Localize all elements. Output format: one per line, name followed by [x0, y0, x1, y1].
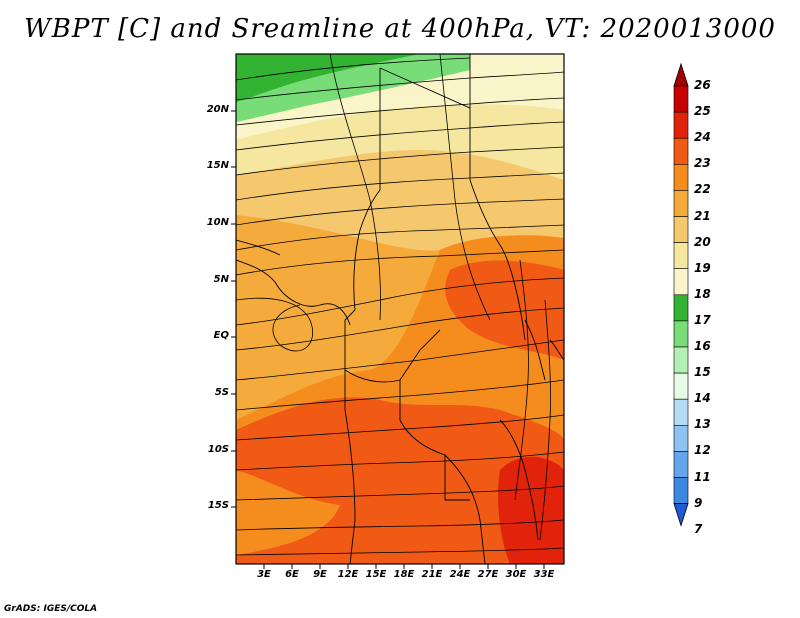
country-borders — [236, 54, 564, 564]
colorbar-label: 15 — [694, 365, 711, 380]
colorbar-top-arrow — [673, 62, 689, 87]
colorbar-label: 13 — [694, 417, 711, 432]
colorbar-swatch — [673, 398, 689, 426]
colorbar-label: 24 — [694, 130, 711, 145]
colorbar-label: 25 — [694, 104, 711, 119]
colorbar — [673, 62, 689, 527]
colorbar-label: 9 — [694, 495, 703, 510]
colorbar-swatch — [673, 164, 689, 191]
colorbar-label: 14 — [694, 391, 711, 406]
colorbar-swatch — [673, 477, 689, 504]
colorbar-swatch — [673, 242, 689, 270]
lat-label: 10S — [207, 444, 229, 455]
colorbar-label: 22 — [694, 182, 711, 197]
lat-label: 10N — [206, 217, 229, 228]
colorbar-swatch — [673, 320, 689, 348]
colorbar-swatch — [673, 190, 689, 217]
colorbar-swatch — [673, 346, 689, 374]
colorbar-label: 21 — [694, 208, 711, 223]
lon-label: 12E — [337, 569, 359, 580]
lat-label: 5S — [214, 387, 229, 398]
lon-ticks — [263, 564, 545, 569]
colorbar-swatch — [673, 268, 689, 296]
lon-label: 27E — [477, 569, 499, 580]
streamlines — [236, 54, 564, 556]
colorbar-swatch — [673, 294, 689, 322]
lon-label: 33E — [533, 569, 555, 580]
colorbar-label: 26 — [694, 78, 711, 92]
lon-label: 15E — [365, 569, 387, 580]
colorbar-bottom-arrow — [673, 503, 689, 527]
map-frame — [235, 53, 565, 565]
colorbar-label: 7 — [694, 521, 703, 536]
lat-label: 15S — [207, 500, 229, 511]
lat-label: 20N — [206, 104, 229, 115]
field-band-16 — [236, 54, 420, 102]
colorbar-swatch — [673, 372, 689, 400]
colorbar-label: 20 — [694, 234, 711, 249]
lat-label: 5N — [213, 274, 229, 285]
lon-label: 30E — [505, 569, 527, 580]
lon-label: 9E — [313, 569, 327, 580]
colorbar-label: 19 — [694, 260, 711, 275]
colorbar-swatch — [673, 111, 689, 139]
lat-label: 15N — [206, 160, 229, 171]
field-band-21-south — [236, 470, 340, 555]
lon-label: 21E — [421, 569, 443, 580]
colorbar-label: 16 — [694, 339, 711, 353]
lon-label: 6E — [285, 569, 299, 580]
field-band-24 — [498, 456, 564, 564]
colorbar-label: 17 — [694, 312, 711, 327]
chart-title: WBPT [C] and Sreamline at 400hPa, VT: 20… — [24, 14, 776, 44]
colorbar-swatch — [673, 216, 689, 243]
lat-label: EQ — [213, 330, 229, 341]
colorbar-label: 18 — [694, 286, 711, 301]
lon-label: 24E — [449, 569, 471, 580]
colorbar-label: 12 — [694, 443, 711, 458]
colorbar-swatch — [673, 137, 689, 165]
lon-label: 18E — [393, 569, 415, 580]
lon-label: 3E — [257, 569, 271, 580]
grads-credit: GrADS: IGES/COLA — [4, 604, 98, 614]
lat-ticks — [231, 110, 236, 508]
colorbar-swatch — [673, 85, 689, 113]
colorbar-label: 11 — [694, 469, 711, 484]
colorbar-swatch — [673, 424, 689, 452]
colorbar-swatch — [673, 451, 689, 478]
colorbar-label: 23 — [694, 156, 711, 171]
